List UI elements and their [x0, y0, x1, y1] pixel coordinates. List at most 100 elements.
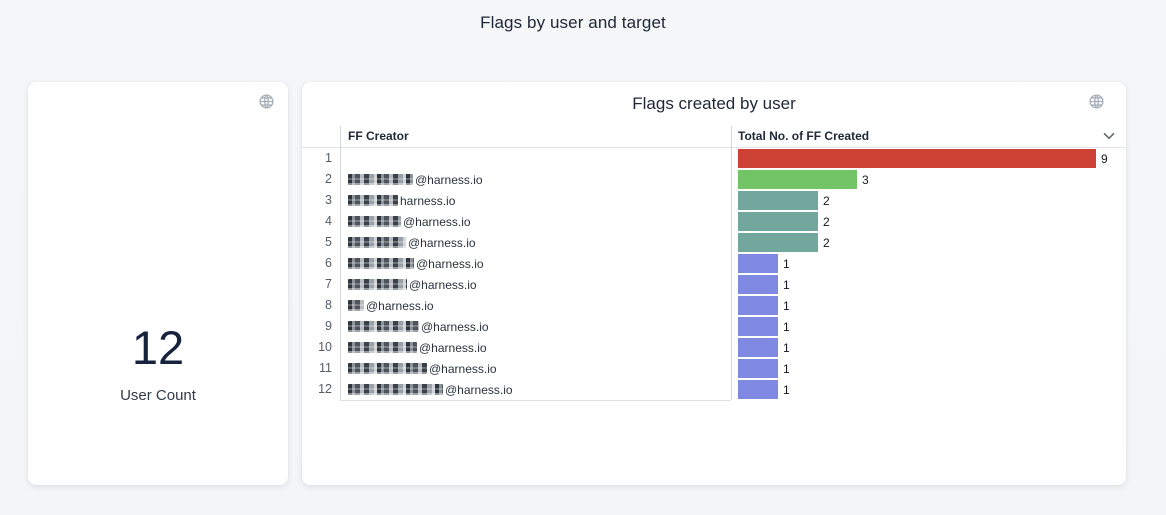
- ff-creator-cell: harness.io: [340, 190, 731, 211]
- bar-cell: 9: [731, 148, 1126, 169]
- email-suffix: @harness.io: [366, 298, 434, 313]
- bar[interactable]: [738, 317, 778, 336]
- email-suffix: @harness.io: [429, 361, 497, 376]
- email-suffix: @harness.io: [403, 214, 471, 229]
- table-header: FF Creator Total No. of FF Created: [302, 126, 1126, 147]
- table-row: 9 @harness.io 1: [302, 316, 1126, 337]
- bar-value-label: 1: [783, 319, 790, 334]
- table-row: 6 @harness.io 1: [302, 253, 1126, 274]
- row-index: 12: [318, 382, 332, 396]
- table-row: 11 @harness.io 1: [302, 358, 1126, 379]
- globe-icon[interactable]: [1088, 93, 1105, 110]
- row-index: 2: [325, 172, 332, 186]
- table-bottom-divider: [340, 400, 731, 401]
- bar-value-label: 2: [823, 193, 830, 208]
- redacted-email: [348, 342, 417, 353]
- row-index: 6: [325, 256, 332, 270]
- bar-value-label: 1: [783, 256, 790, 271]
- ff-creator-cell: @harness.io: [340, 211, 731, 232]
- bar-value-label: 9: [1101, 151, 1108, 166]
- ff-creator-cell: @harness.io: [340, 316, 731, 337]
- user-count-label: User Count: [120, 387, 196, 404]
- ff-creator-cell: @harness.io: [340, 169, 731, 190]
- column-header-total-ff-created[interactable]: Total No. of FF Created: [731, 126, 1126, 147]
- ff-creator-cell: @harness.io: [340, 337, 731, 358]
- flags-created-tile: Flags created by user FF Creator Total N…: [302, 82, 1126, 485]
- user-count-value: 12: [131, 321, 185, 374]
- table-row: 8 @harness.io 1: [302, 295, 1126, 316]
- bar[interactable]: [738, 296, 778, 315]
- tile-title: Flags created by user: [632, 94, 796, 113]
- email-suffix: @harness.io: [445, 382, 513, 397]
- page-title: Flags by user and target: [480, 13, 666, 32]
- redacted-email: [348, 321, 419, 332]
- row-index: 4: [325, 214, 332, 228]
- table-row: 7 @harness.io 1: [302, 274, 1126, 295]
- bar[interactable]: [738, 275, 778, 294]
- column-header-total-label: Total No. of FF Created: [738, 129, 870, 143]
- bar[interactable]: [738, 191, 818, 210]
- redacted-email: [348, 384, 443, 395]
- bar[interactable]: [738, 233, 818, 252]
- bar[interactable]: [738, 254, 778, 273]
- bar-cell: 3: [731, 169, 1126, 190]
- email-suffix: @harness.io: [415, 172, 483, 187]
- table-row: 5 @harness.io 2: [302, 232, 1126, 253]
- bar[interactable]: [738, 212, 818, 231]
- bar-cell: 1: [731, 316, 1126, 337]
- column-divider: [731, 126, 732, 400]
- redacted-email: [348, 237, 406, 248]
- table-row: 2 @harness.io 3: [302, 169, 1126, 190]
- row-index: 3: [325, 193, 332, 207]
- row-index: 7: [325, 277, 332, 291]
- bar-value-label: 2: [823, 214, 830, 229]
- email-suffix: @harness.io: [419, 340, 487, 355]
- bar-cell: 1: [731, 274, 1126, 295]
- header-divider: [302, 147, 1126, 148]
- table-row: 4 @harness.io 2: [302, 211, 1126, 232]
- bar[interactable]: [738, 149, 1096, 168]
- bar-cell: 1: [731, 358, 1126, 379]
- bar[interactable]: [738, 380, 778, 399]
- bar-value-label: 1: [783, 361, 790, 376]
- redacted-email: [348, 216, 401, 227]
- user-count-tile: 12 User Count: [28, 82, 288, 485]
- bar-cell: 1: [731, 295, 1126, 316]
- row-index: 9: [325, 319, 332, 333]
- ff-creator-cell: @harness.io: [340, 253, 731, 274]
- ff-creator-cell: @harness.io: [340, 295, 731, 316]
- bar-value-label: 1: [783, 340, 790, 355]
- table-row: 12 @harness.io 1: [302, 379, 1126, 400]
- bar-cell: 1: [731, 253, 1126, 274]
- redacted-email: [348, 195, 398, 206]
- email-suffix: @harness.io: [409, 277, 477, 292]
- bar-cell: 1: [731, 379, 1126, 400]
- bar[interactable]: [738, 338, 778, 357]
- chevron-down-icon[interactable]: [1103, 132, 1115, 140]
- row-index: 5: [325, 235, 332, 249]
- table-body: 1 9 2 @harness.io 3 3 harness.io 2 4 @harness.io 2…: [302, 148, 1126, 400]
- ff-creator-cell: @harness.io: [340, 379, 731, 400]
- redacted-email: [348, 363, 427, 374]
- bar-cell: 1: [731, 337, 1126, 358]
- row-index: 8: [325, 298, 332, 312]
- bar-cell: 2: [731, 232, 1126, 253]
- bar-value-label: 1: [783, 277, 790, 292]
- email-suffix: harness.io: [400, 193, 456, 208]
- row-index: 10: [318, 340, 332, 354]
- bar[interactable]: [738, 170, 857, 189]
- ff-creator-cell: @harness.io: [340, 232, 731, 253]
- globe-icon[interactable]: [258, 93, 275, 110]
- bar-cell: 2: [731, 190, 1126, 211]
- redacted-email: [348, 300, 364, 311]
- column-header-ff-creator[interactable]: FF Creator: [348, 129, 409, 143]
- bar[interactable]: [738, 359, 778, 378]
- bar-value-label: 3: [862, 172, 869, 187]
- redacted-email: [348, 174, 413, 185]
- bar-value-label: 1: [783, 382, 790, 397]
- table-row: 10 @harness.io 1: [302, 337, 1126, 358]
- email-suffix: @harness.io: [421, 319, 489, 334]
- table-row: 3 harness.io 2: [302, 190, 1126, 211]
